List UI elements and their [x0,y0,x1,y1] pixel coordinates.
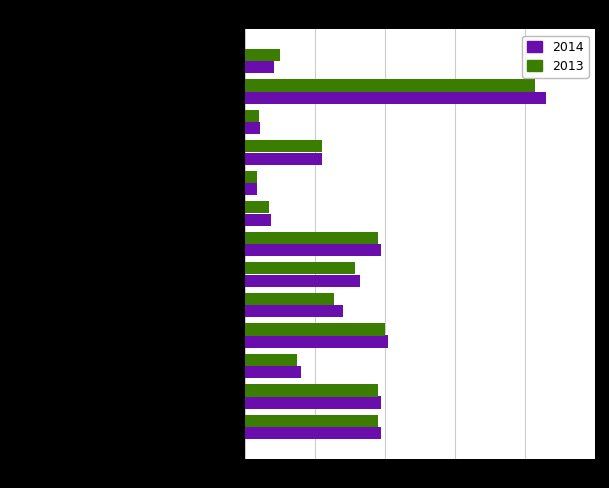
Bar [245,354,297,366]
Bar [245,140,322,152]
Legend: 2014, 2013: 2014, 2013 [522,36,589,78]
Bar [245,171,258,183]
Bar [245,274,361,286]
Bar [245,262,356,274]
Bar [245,305,343,317]
Bar [245,324,385,336]
Bar [245,183,258,195]
Bar [245,79,535,92]
Bar [245,335,389,347]
Bar [245,427,381,439]
Bar [245,415,378,427]
Bar [245,92,546,103]
Bar [245,61,274,73]
Bar [245,214,272,225]
Bar [245,122,260,134]
Bar [245,385,378,396]
Bar [245,110,259,122]
Bar [245,201,269,213]
Bar [245,244,381,256]
Bar [245,396,381,408]
Bar [245,152,322,164]
Bar [245,49,280,61]
Bar [245,293,334,305]
Bar [245,232,378,244]
Bar [245,366,301,378]
